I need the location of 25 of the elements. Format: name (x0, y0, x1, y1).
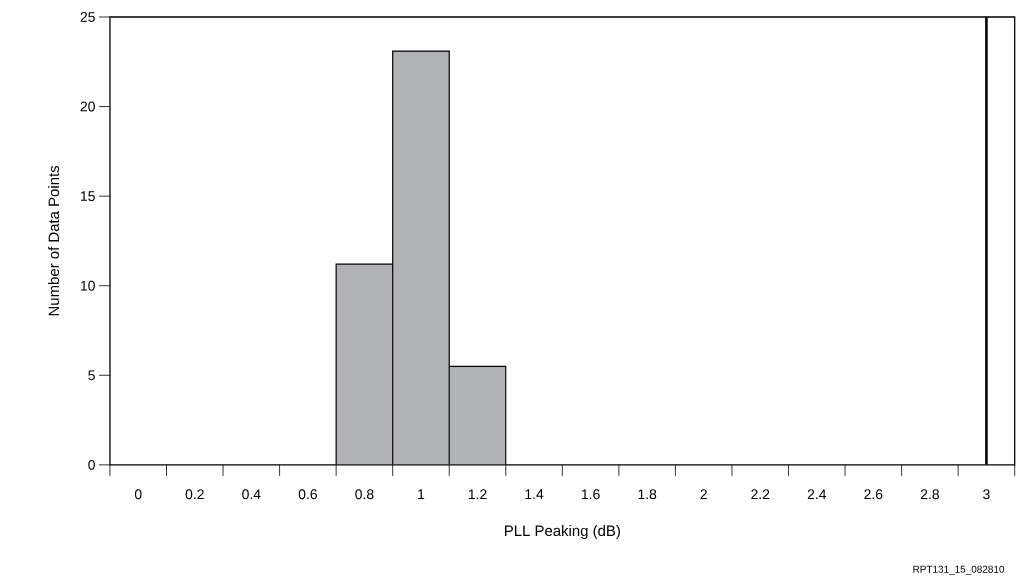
y-tick-label: 5 (88, 370, 95, 381)
x-axis-title: PLL Peaking (dB) (505, 525, 620, 540)
x-tick-label: 2.4 (807, 489, 827, 500)
y-tick-label: 10 (81, 280, 95, 291)
x-tick-label: 1.2 (468, 489, 487, 500)
y-tick-label: 0 (88, 460, 95, 470)
x-tick-label: 2.2 (751, 489, 770, 500)
y-tick-label: 15 (81, 191, 95, 202)
x-tick-label: 0.6 (298, 489, 317, 500)
x-tick-label: 1.6 (581, 489, 600, 500)
x-tick-label: 2.6 (864, 489, 883, 500)
x-tick-label: 0 (134, 489, 142, 500)
x-tick-label: 0.8 (355, 489, 374, 500)
x-tick-label: 3 (983, 489, 990, 500)
x-tick-label: 0.4 (242, 489, 261, 500)
text: RPT131_15_082810 (913, 565, 1005, 575)
x-tick-label: 1.8 (638, 489, 657, 500)
x-tick-label: 1.4 (525, 489, 544, 500)
x-tick-label: 1 (418, 489, 425, 500)
y-axis-title: Number of Data Points (48, 166, 60, 316)
y-tick-label: 20 (80, 101, 95, 112)
x-tick-label: 2.8 (920, 489, 939, 500)
x-tick-label: 2 (700, 489, 707, 500)
y-tick-label: 25 (80, 12, 95, 23)
x-tick-label: 0.2 (185, 489, 204, 500)
